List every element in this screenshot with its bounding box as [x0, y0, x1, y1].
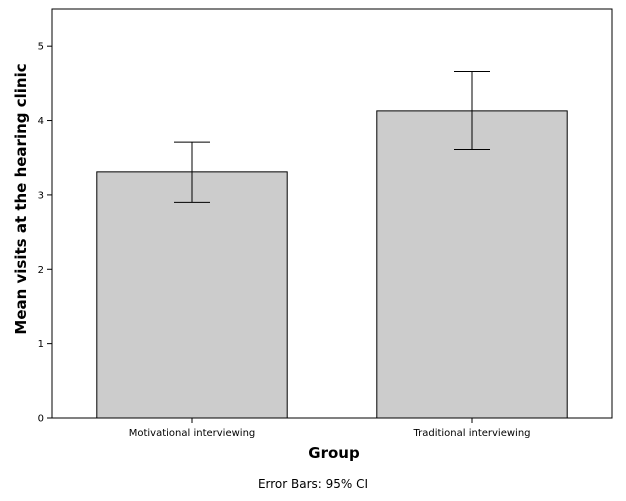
x-axis: Motivational interviewing Traditional int… — [129, 418, 531, 439]
y-tick-label: 5 — [38, 42, 44, 53]
x-category-label: Traditional interviewing — [412, 428, 530, 439]
bars — [96, 110, 568, 419]
y-tick-label: 1 — [38, 339, 44, 350]
y-axis-title: Mean visits at the hearing clinic — [12, 63, 30, 334]
y-tick-label: 3 — [38, 190, 44, 201]
y-tick-label: 4 — [38, 116, 44, 127]
error-bars — [174, 70, 490, 203]
error-bars-note: Error Bars: 95% CI — [258, 477, 368, 491]
x-axis-title: Group — [308, 444, 360, 462]
x-category-label: Motivational interviewing — [129, 428, 256, 439]
bar — [376, 110, 568, 419]
y-tick-label: 2 — [38, 265, 44, 276]
y-axis: 0 1 2 3 4 5 — [38, 42, 52, 425]
y-tick-label: 0 — [38, 414, 44, 425]
bar — [96, 171, 288, 419]
